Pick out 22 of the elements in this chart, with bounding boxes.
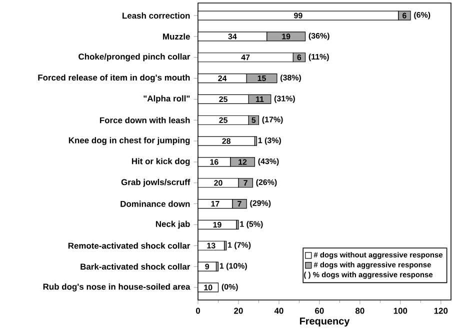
y-tick-label: "Alpha roll" [144, 95, 190, 104]
x-tick-label: 80 [355, 308, 364, 314]
x-tick-label: 40 [274, 308, 284, 314]
y-tick-label: Forced release of item in dog's mouth [38, 74, 190, 82]
y-tick-label: Leash correction [122, 12, 190, 19]
x-tick-label: 60 [315, 308, 324, 314]
x-axis-title: Frequency [300, 318, 350, 327]
y-tick-label: Muzzle [163, 33, 190, 40]
y-tick-label: Grab jowls/scruff [121, 178, 190, 187]
y-tick-label: Force down with leash [100, 117, 190, 124]
y-tick-label: Dominance down [120, 200, 190, 207]
y-tick-label: Hit or kick dog [132, 158, 190, 166]
x-tick-label: 20 [234, 308, 243, 314]
x-tick-label: 100 [394, 308, 408, 314]
y-tick-label: Remote-activated shock collar [68, 242, 190, 249]
y-tick-label: Choke/pronged pinch collar [78, 53, 190, 62]
x-tick-label: 0 [196, 308, 200, 314]
y-tick-label: Knee dog in chest for jumping [68, 137, 190, 146]
y-tick-label: Bark-activated shock collar [80, 263, 190, 270]
y-tick-label: Neck jab [156, 220, 190, 229]
y-tick-label: Rub dog's nose in house-soiled area [43, 283, 190, 292]
x-tick-label: 120 [434, 308, 448, 314]
